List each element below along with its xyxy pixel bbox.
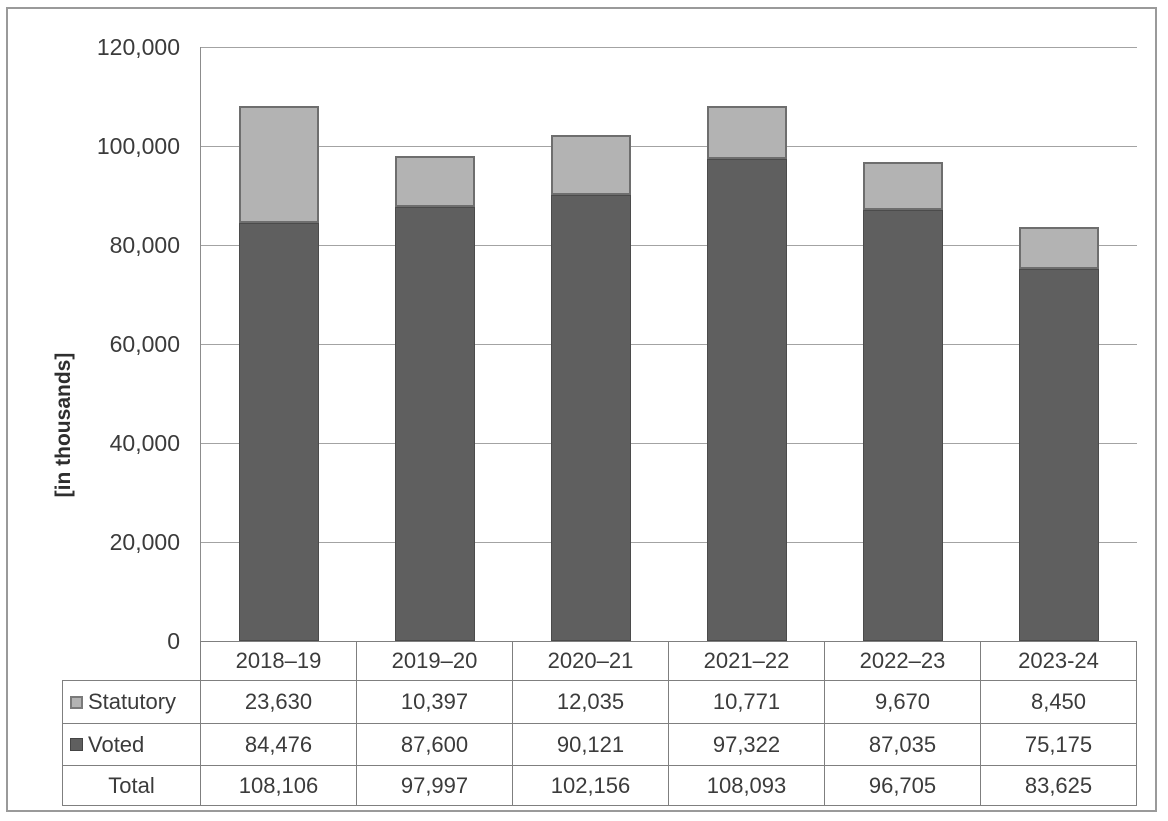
statutory-value-cell: 10,771 <box>669 681 825 724</box>
bar-segment-statutory <box>1019 227 1099 269</box>
legend-cell-voted: Voted <box>62 724 201 766</box>
bar-segment-voted <box>1019 268 1099 641</box>
bar-segment-voted <box>863 210 943 641</box>
chart-outer-frame: [in thousands] 0 20,000 40,000 60,000 80,000… <box>6 7 1157 812</box>
total-value-cell: 108,093 <box>669 766 825 806</box>
voted-value-cell: 97,322 <box>669 724 825 766</box>
voted-value-cell: 90,121 <box>513 724 669 766</box>
bar-segment-statutory <box>239 105 319 223</box>
total-value-cell: 108,106 <box>201 766 357 806</box>
total-value-cell: 96,705 <box>825 766 981 806</box>
y-tick-label: 20,000 <box>109 529 180 555</box>
statutory-value-cell: 23,630 <box>201 681 357 724</box>
voted-value-cell: 87,035 <box>825 724 981 766</box>
y-tick-label: 60,000 <box>109 331 180 357</box>
year-header-cell: 2023-24 <box>981 641 1137 681</box>
statutory-value-cell: 9,670 <box>825 681 981 724</box>
bar-segment-statutory <box>551 135 631 195</box>
legend-label-voted: Voted <box>88 731 145 757</box>
legend-label-statutory: Statutory <box>88 689 177 714</box>
year-header-cell: 2021–22 <box>669 641 825 681</box>
plot-area <box>200 47 1137 641</box>
bar-segment-voted <box>707 159 787 641</box>
voted-value-cell: 84,476 <box>201 724 357 766</box>
gridline <box>201 542 1137 543</box>
legend-cell-statutory: Statutory <box>62 681 201 724</box>
total-value-cell: 102,156 <box>513 766 669 806</box>
data-table: 2018–19 2019–20 2020–21 2021–22 2022–23 2023-… <box>62 641 1137 806</box>
y-tick-label: 0 <box>167 628 180 654</box>
gridline <box>201 344 1137 345</box>
voted-legend-swatch-icon <box>70 738 83 751</box>
gridline <box>201 47 1137 48</box>
y-tick-label: 80,000 <box>109 232 180 258</box>
voted-value-cell: 87,600 <box>357 724 513 766</box>
bar-segment-statutory <box>707 106 787 160</box>
gridline <box>201 443 1137 444</box>
bar-segment-voted <box>395 207 475 641</box>
statutory-legend-swatch-icon <box>70 695 83 709</box>
total-label-cell: Total <box>62 766 201 806</box>
voted-value-cell: 75,175 <box>981 724 1137 766</box>
bar-segment-statutory <box>395 155 475 208</box>
y-tick-label: 120,000 <box>96 34 180 60</box>
statutory-value-cell: 12,035 <box>513 681 669 724</box>
bar-segment-voted <box>239 222 319 641</box>
bar-segment-voted <box>551 194 631 641</box>
year-header-cell: 2022–23 <box>825 641 981 681</box>
y-axis-tick-labels: 0 20,000 40,000 60,000 80,000 100,000 120,000 <box>8 35 180 653</box>
total-value-cell: 83,625 <box>981 766 1137 806</box>
y-tick-label: 40,000 <box>109 430 180 456</box>
total-value-cell: 97,997 <box>357 766 513 806</box>
statutory-value-cell: 10,397 <box>357 681 513 724</box>
year-header-cell: 2020–21 <box>513 641 669 681</box>
y-tick-label: 100,000 <box>96 133 180 159</box>
gridline <box>201 245 1137 246</box>
gridline <box>201 146 1137 147</box>
table-corner-cell <box>62 641 201 681</box>
bar-segment-statutory <box>863 162 943 211</box>
statutory-value-cell: 8,450 <box>981 681 1137 724</box>
year-header-cell: 2019–20 <box>357 641 513 681</box>
year-header-cell: 2018–19 <box>201 641 357 681</box>
